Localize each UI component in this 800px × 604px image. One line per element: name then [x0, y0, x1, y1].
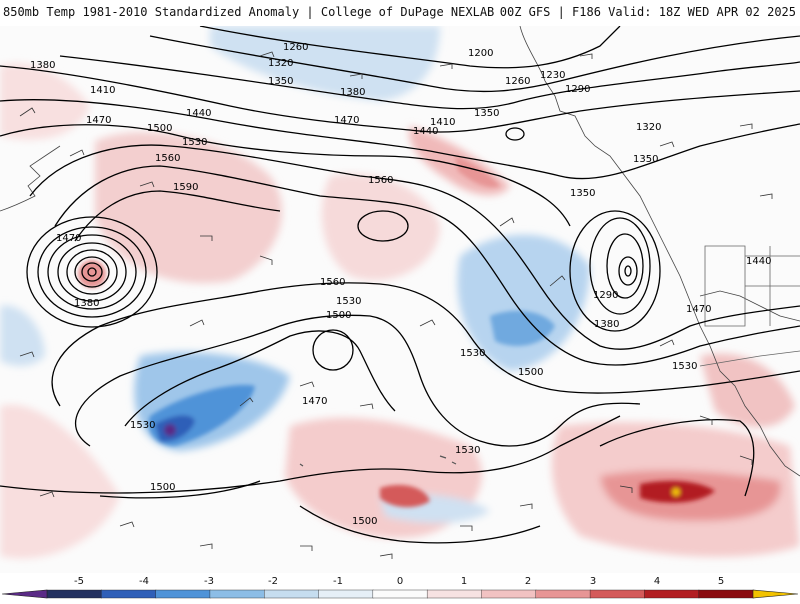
colorbar-tick: 2 [525, 576, 531, 587]
contour-label: 1470 [334, 115, 359, 126]
colorbar-swatch [318, 589, 374, 599]
run-info: 00Z GFS | F186 Valid: 18Z WED APR 02 202… [499, 5, 796, 19]
warm-core-low [78, 260, 106, 288]
colorbar-swatch [535, 589, 591, 599]
contour-label: 1530 [182, 137, 207, 148]
contour-label: 1440 [746, 256, 771, 267]
warm-anomaly-north-pacific [95, 132, 283, 284]
contour-label: 1380 [340, 87, 365, 98]
warm-anomaly-topleft [0, 63, 90, 140]
contour-label: 1530 [672, 361, 697, 372]
contour-label: 1500 [326, 310, 351, 321]
cold-anomaly-nw [0, 305, 45, 366]
anomaly-cores [78, 156, 715, 508]
contour-label: 1350 [570, 188, 595, 199]
contour-label: 1350 [474, 108, 499, 119]
contour-label: 1260 [505, 76, 530, 87]
contour-label: 1560 [368, 175, 393, 186]
contour-label: 1530 [455, 445, 480, 456]
colorbar-tick: -4 [139, 576, 149, 587]
warm-anomaly-east-coast [700, 353, 795, 428]
contour-label: 1320 [268, 58, 293, 69]
contour-label: 1590 [173, 182, 198, 193]
colorbar-ticks: -5 -4 -3 -2 -1 0 1 2 3 4 5 [74, 576, 724, 587]
contour-label: 1530 [336, 296, 361, 307]
colorbar-swatches [46, 589, 754, 599]
contour-label: 1500 [150, 482, 175, 493]
contour-label: 1440 [186, 108, 211, 119]
contour-label: 1200 [468, 48, 493, 59]
contour-label: 1500 [518, 367, 543, 378]
contour-label: 1530 [130, 420, 155, 431]
contour-label: 1350 [268, 76, 293, 87]
cold-anomaly-trough [457, 234, 590, 371]
colorbar-swatch [101, 589, 157, 599]
colorbar-swatch [46, 589, 103, 599]
warm-anomaly-left [0, 404, 120, 559]
contour-label: 1440 [413, 126, 438, 137]
contour-label: 1500 [147, 123, 172, 134]
contour-label: 1380 [74, 298, 99, 309]
colorbar-tick: -3 [204, 576, 214, 587]
warm-anomaly-dateline [321, 173, 440, 281]
colorbar-tick: -2 [268, 576, 278, 587]
contour-label: 1530 [460, 348, 485, 359]
contour-label: 1560 [155, 153, 180, 164]
warm-core-max [672, 488, 680, 496]
height-contours [0, 26, 800, 544]
colorbar-arrow-left [1, 589, 48, 599]
contour-label: 1230 [540, 70, 565, 81]
colorbar-swatch [372, 589, 428, 599]
colorbar-tick: 5 [718, 576, 724, 587]
cold-anomaly-north [210, 26, 440, 101]
contour-label: 1410 [430, 117, 455, 128]
colorbar-tick: 4 [654, 576, 660, 587]
contour-label: 1260 [283, 42, 308, 53]
contour-label: 1320 [636, 122, 661, 133]
colorbar-arrow-right [752, 589, 799, 599]
coastlines [0, 26, 800, 477]
colorbar-swatch [589, 589, 646, 599]
colorbar-tick: 0 [397, 576, 403, 587]
colorbar-tick: 1 [461, 576, 467, 587]
colorbar-tick: -1 [333, 576, 343, 587]
colorbar-tick: -5 [74, 576, 84, 587]
contour-label: 1500 [352, 516, 377, 527]
colorbar-swatch [426, 589, 483, 599]
contour-label: 1470 [302, 396, 327, 407]
cold-core-east [490, 310, 555, 346]
colorbar-swatch [209, 589, 265, 599]
wind-barbs [19, 51, 773, 559]
colorbar-swatch [155, 589, 211, 599]
colorbar-tick: 3 [590, 576, 596, 587]
contour-label: 1290 [565, 84, 590, 95]
contour-label: 1380 [30, 60, 55, 71]
colorbar-swatch [644, 589, 700, 599]
cold-core-max [164, 424, 176, 436]
contour-label-group: 1200 1230 1260 1260 1290 1290 1320 1320 … [30, 42, 771, 527]
warm-core-gulf [455, 156, 500, 188]
contour-label: 1470 [56, 233, 81, 244]
colorbar-swatch [481, 589, 537, 599]
contour-label: 1470 [86, 115, 111, 126]
colorbar: -5 -4 -3 -2 -1 0 1 2 3 4 5 [0, 573, 800, 600]
colorbar-swatch [264, 589, 320, 599]
header: 850mb Temp 1981-2010 Standardized Anomal… [0, 0, 800, 26]
contour-label: 1410 [90, 85, 115, 96]
map-title: 850mb Temp 1981-2010 Standardized Anomal… [3, 5, 495, 19]
contour-label: 1350 [633, 154, 658, 165]
contour-label: 1290 [593, 290, 618, 301]
weather-map: 1200 1230 1260 1260 1290 1290 1320 1320 … [0, 26, 800, 573]
contour-label: 1470 [686, 304, 711, 315]
contour-label: 1380 [594, 319, 619, 330]
contour-label: 1560 [320, 277, 345, 288]
anomaly-shading [0, 26, 800, 559]
warm-core-south [380, 484, 430, 508]
colorbar-swatch [698, 589, 754, 599]
